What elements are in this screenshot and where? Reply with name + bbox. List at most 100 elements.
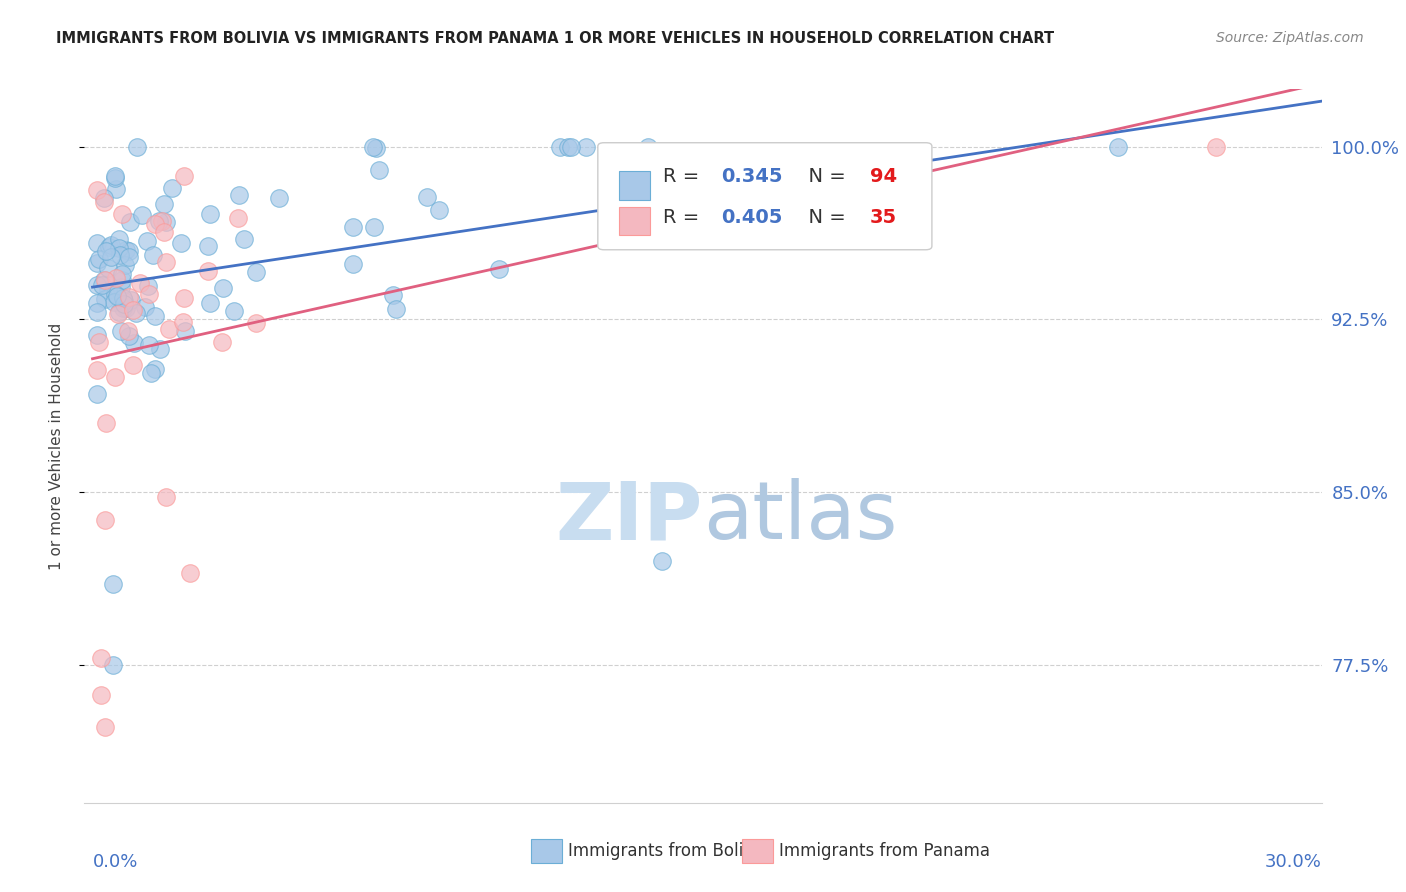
Point — [149, 342, 172, 356]
Point — [108, 248, 131, 262]
Point — [93, 191, 115, 205]
Point — [97, 261, 120, 276]
Point — [104, 171, 127, 186]
Point — [179, 566, 201, 580]
Point — [112, 293, 135, 308]
Point — [1107, 140, 1129, 154]
Point — [104, 286, 127, 301]
Point — [105, 289, 128, 303]
Point — [122, 336, 145, 351]
Point — [112, 301, 135, 315]
Point — [100, 250, 122, 264]
Point — [121, 302, 143, 317]
Point — [139, 367, 162, 381]
Point — [143, 362, 166, 376]
Point — [363, 140, 385, 154]
Point — [118, 244, 141, 258]
Point — [93, 720, 115, 734]
Point — [367, 162, 389, 177]
Point — [86, 183, 108, 197]
Point — [173, 291, 195, 305]
Point — [96, 417, 118, 431]
Point — [385, 301, 408, 316]
FancyBboxPatch shape — [619, 171, 650, 200]
Text: R =: R = — [664, 168, 706, 186]
Text: Immigrants from Bolivia: Immigrants from Bolivia — [568, 842, 768, 860]
Point — [155, 490, 177, 504]
Point — [233, 232, 256, 246]
Text: N =: N = — [796, 168, 852, 186]
Point — [172, 315, 194, 329]
Point — [488, 261, 510, 276]
Point — [153, 225, 176, 239]
Point — [86, 363, 108, 377]
Point — [150, 214, 173, 228]
Point — [342, 220, 364, 235]
Point — [382, 287, 405, 301]
Point — [128, 276, 150, 290]
Point — [101, 577, 124, 591]
Point — [224, 304, 246, 318]
Point — [104, 169, 127, 184]
Point — [91, 277, 114, 292]
Text: 0.405: 0.405 — [721, 208, 783, 227]
Point — [111, 291, 134, 305]
Point — [104, 369, 127, 384]
Point — [120, 215, 142, 229]
Point — [107, 307, 129, 321]
Point — [110, 279, 132, 293]
Point — [429, 203, 451, 218]
Point — [143, 309, 166, 323]
Point — [107, 232, 129, 246]
Point — [651, 554, 673, 568]
Point — [108, 241, 131, 255]
Point — [93, 273, 115, 287]
Point — [115, 243, 138, 257]
Point — [134, 300, 156, 314]
Point — [157, 322, 180, 336]
Point — [86, 304, 108, 318]
Point — [143, 217, 166, 231]
Point — [118, 328, 141, 343]
Point — [97, 283, 120, 297]
Text: 0.345: 0.345 — [721, 168, 783, 186]
Point — [548, 140, 571, 154]
Y-axis label: 1 or more Vehicles in Household: 1 or more Vehicles in Household — [49, 322, 63, 570]
Point — [111, 267, 134, 281]
Point — [153, 196, 176, 211]
Point — [115, 301, 138, 315]
Point — [637, 220, 659, 235]
FancyBboxPatch shape — [598, 143, 932, 250]
Point — [94, 244, 117, 258]
Point — [170, 235, 193, 250]
Point — [197, 239, 219, 253]
Point — [245, 265, 267, 279]
Text: IMMIGRANTS FROM BOLIVIA VS IMMIGRANTS FROM PANAMA 1 OR MORE VEHICLES IN HOUSEHOL: IMMIGRANTS FROM BOLIVIA VS IMMIGRANTS FR… — [56, 31, 1054, 46]
Point — [104, 182, 127, 196]
Point — [148, 214, 170, 228]
Text: 30.0%: 30.0% — [1265, 854, 1322, 871]
Point — [197, 263, 219, 277]
Point — [105, 271, 128, 285]
Point — [228, 188, 250, 202]
Point — [93, 513, 115, 527]
Point — [103, 295, 125, 310]
Point — [98, 240, 121, 254]
Point — [136, 278, 159, 293]
Point — [86, 327, 108, 342]
Point — [138, 286, 160, 301]
FancyBboxPatch shape — [619, 207, 650, 235]
Point — [560, 140, 582, 154]
Point — [363, 220, 385, 235]
Point — [101, 657, 124, 672]
Point — [86, 387, 108, 401]
Text: Source: ZipAtlas.com: Source: ZipAtlas.com — [1216, 31, 1364, 45]
Text: R =: R = — [664, 208, 706, 227]
Point — [107, 304, 129, 318]
Point — [100, 238, 122, 252]
Point — [366, 141, 388, 155]
Point — [416, 190, 439, 204]
Point — [155, 255, 177, 269]
Point — [160, 181, 183, 195]
Point — [142, 248, 165, 262]
